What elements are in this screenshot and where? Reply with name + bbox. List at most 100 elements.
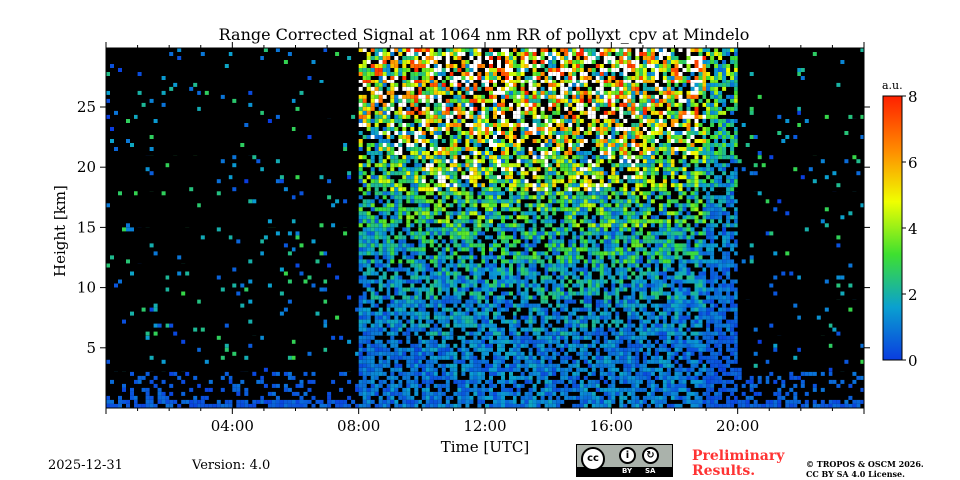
heatmap-cell bbox=[390, 383, 395, 388]
heatmap-cell bbox=[540, 371, 545, 376]
heatmap-cell bbox=[275, 159, 280, 164]
heatmap-cell bbox=[536, 187, 541, 192]
heatmap-cell bbox=[429, 191, 434, 196]
heatmap-cell bbox=[509, 167, 513, 172]
heatmap-cell bbox=[212, 403, 217, 408]
heatmap-cell bbox=[461, 399, 466, 404]
heatmap-cell bbox=[516, 163, 521, 168]
heatmap-cell bbox=[437, 315, 442, 320]
heatmap-cell bbox=[560, 267, 565, 272]
heatmap-cell bbox=[489, 215, 493, 220]
heatmap-cell bbox=[591, 287, 596, 292]
heatmap-cell bbox=[197, 403, 201, 408]
heatmap-cell bbox=[461, 247, 466, 252]
heatmap-cell bbox=[398, 135, 403, 139]
heatmap-cell bbox=[513, 367, 517, 372]
heatmap-cell bbox=[295, 403, 300, 408]
heatmap-cell bbox=[520, 159, 525, 164]
heatmap-cell bbox=[441, 375, 446, 380]
heatmap-cell bbox=[579, 291, 584, 296]
heatmap-cell bbox=[477, 311, 482, 316]
heatmap-cell bbox=[252, 371, 257, 376]
heatmap-cell bbox=[583, 243, 588, 248]
heatmap-cell bbox=[414, 151, 419, 155]
heatmap-cell bbox=[595, 307, 600, 312]
heatmap-cell bbox=[607, 239, 612, 244]
heatmap-cell bbox=[485, 283, 489, 288]
heatmap-cell bbox=[394, 251, 399, 256]
heatmap-cell bbox=[445, 351, 450, 356]
heatmap-cell bbox=[607, 275, 612, 280]
heatmap-cell bbox=[469, 243, 474, 248]
heatmap-cell bbox=[106, 403, 110, 408]
heatmap-cell bbox=[378, 367, 383, 372]
heatmap-cell bbox=[457, 127, 462, 131]
heatmap-cell bbox=[532, 106, 537, 111]
heatmap-cell bbox=[528, 203, 533, 208]
heatmap-cell bbox=[374, 110, 379, 115]
heatmap-cell bbox=[532, 367, 537, 372]
heatmap-cell bbox=[473, 235, 478, 240]
heatmap-cell bbox=[469, 303, 474, 308]
heatmap-cell bbox=[564, 195, 569, 200]
heatmap-cell bbox=[414, 72, 419, 76]
heatmap-cell bbox=[453, 375, 458, 380]
heatmap-cell bbox=[516, 383, 521, 388]
heatmap-cell bbox=[524, 195, 529, 200]
heatmap-cell bbox=[378, 167, 383, 172]
heatmap-cell bbox=[421, 167, 426, 172]
heatmap-cell bbox=[307, 351, 312, 356]
heatmap-cell bbox=[520, 114, 525, 119]
heatmap-cell bbox=[520, 343, 525, 348]
heatmap-cell bbox=[275, 403, 280, 408]
heatmap-cell bbox=[378, 247, 383, 252]
heatmap-cell bbox=[370, 80, 375, 83]
heatmap-cell bbox=[461, 243, 466, 248]
heatmap-cell bbox=[425, 399, 430, 404]
heatmap-cell bbox=[493, 323, 497, 328]
heatmap-cell bbox=[453, 195, 458, 200]
heatmap-cell bbox=[382, 203, 387, 208]
heatmap-cell bbox=[493, 155, 497, 160]
heatmap-cell bbox=[520, 299, 525, 304]
heatmap-cell bbox=[489, 143, 493, 147]
heatmap-cell bbox=[461, 211, 466, 216]
heatmap-cell bbox=[513, 279, 517, 284]
heatmap-cell bbox=[425, 375, 430, 380]
heatmap-cell bbox=[437, 135, 442, 139]
heatmap-cell bbox=[394, 82, 399, 87]
heatmap-cell bbox=[134, 399, 138, 404]
heatmap-cell bbox=[275, 179, 280, 184]
heatmap-cell bbox=[358, 110, 363, 115]
heatmap-cell bbox=[576, 86, 580, 91]
heatmap-cell bbox=[204, 387, 209, 392]
heatmap-cell bbox=[587, 223, 592, 228]
heatmap-cell bbox=[595, 247, 600, 252]
heatmap-cell bbox=[576, 82, 580, 87]
heatmap-cell bbox=[390, 251, 395, 256]
heatmap-cell bbox=[556, 76, 561, 80]
heatmap-cell bbox=[461, 335, 466, 340]
heatmap-cell bbox=[493, 271, 497, 276]
heatmap-cell bbox=[370, 271, 375, 276]
heatmap-cell bbox=[509, 267, 513, 272]
heatmap-cell bbox=[516, 195, 521, 200]
heatmap-cell bbox=[607, 315, 612, 320]
heatmap-cell bbox=[406, 359, 411, 364]
heatmap-cell bbox=[390, 191, 395, 196]
heatmap-cell bbox=[556, 68, 561, 72]
heatmap-cell bbox=[477, 131, 482, 135]
heatmap-cell bbox=[587, 191, 592, 196]
heatmap-cell bbox=[576, 119, 580, 123]
heatmap-cell bbox=[358, 343, 363, 348]
heatmap-cell bbox=[544, 151, 549, 155]
heatmap-cell bbox=[473, 335, 478, 340]
heatmap-cell bbox=[485, 343, 489, 348]
heatmap-cell bbox=[406, 403, 411, 408]
heatmap-cell bbox=[449, 311, 454, 316]
heatmap-cell bbox=[477, 215, 482, 220]
heatmap-cell bbox=[343, 371, 348, 376]
heatmap-cell bbox=[489, 56, 493, 60]
heatmap-cell bbox=[505, 167, 509, 172]
heatmap-cell bbox=[516, 139, 521, 143]
